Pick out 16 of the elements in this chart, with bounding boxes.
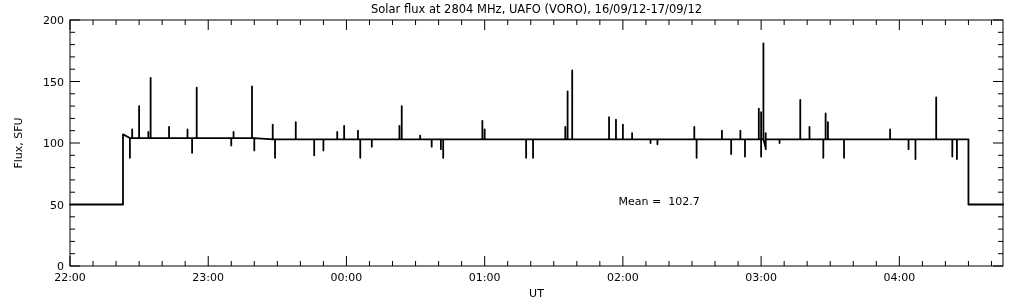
chart-title: Solar flux at 2804 MHz, UAFO (VORO), 16/09/12-17/09/12 — [370, 2, 703, 16]
x-tick-label: 04:00 — [883, 271, 916, 284]
x-tick-label: 01:00 — [468, 271, 501, 284]
x-tick-label: 00:00 — [330, 271, 363, 284]
x-axis-title: UT — [529, 287, 545, 300]
y-tick-label: 50 — [50, 198, 64, 212]
y-tick-label: 0 — [57, 260, 64, 273]
x-tick-label: 02:00 — [607, 271, 639, 284]
annotation: Mean = 102.7 — [618, 194, 700, 208]
x-tick-label: 03:00 — [745, 271, 777, 284]
y-axis-title: Flux, SFU — [12, 117, 25, 169]
y-tick-label: 150 — [43, 75, 64, 89]
y-tick-label: 200 — [43, 14, 64, 27]
x-tick-label: 22:00 — [54, 271, 86, 284]
x-tick-label: 23:00 — [192, 271, 225, 284]
y-tick-label: 100 — [43, 137, 64, 150]
